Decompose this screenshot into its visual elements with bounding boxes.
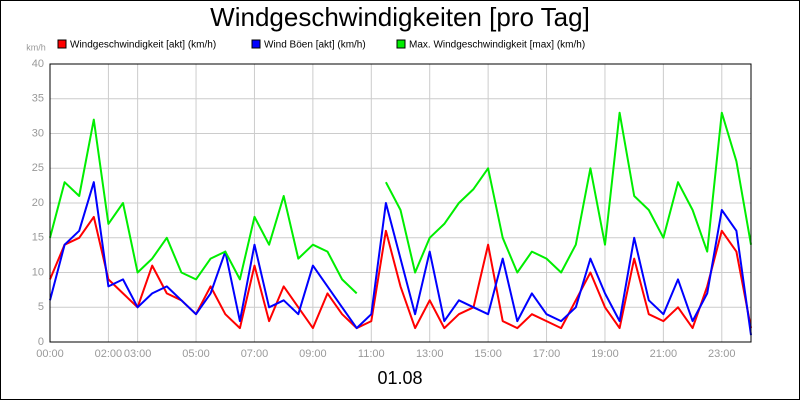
x-tick-label: 09:00 [299,348,327,360]
x-tick-label: 13:00 [416,348,444,360]
x-tick-label: 02:00 [95,348,123,360]
legend-label: Max. Windgeschwindigkeit [max] (km/h) [409,40,585,51]
x-tick-label: 00:00 [36,348,64,360]
y-tick-label: 40 [32,58,44,70]
x-tick-label: 11:00 [358,348,385,360]
x-tick-label: 03:00 [124,348,152,360]
y-tick-label: 5 [38,301,44,313]
y-tick-label: 30 [32,127,44,139]
legend-label: Wind Böen [akt] (km/h) [264,40,366,51]
x-axis-label: 01.08 [377,368,422,388]
x-tick-label: 07:00 [241,348,269,360]
legend-label: Windgeschwindigkeit [akt] (km/h) [70,40,216,51]
y-tick-label: 10 [32,266,44,278]
legend-swatch [396,39,406,49]
data-line [49,215,752,330]
x-tick-label: 19:00 [591,348,619,360]
data-line [49,111,752,295]
x-tick-label: 21:00 [650,348,678,360]
legend-swatch [251,39,261,49]
x-tick-label: 23:00 [708,348,736,360]
y-tick-label: 20 [32,197,44,209]
y-tick-label: 35 [32,93,44,105]
y-unit: km/h [26,42,46,52]
y-tick-label: 0 [38,336,44,348]
x-tick-label: 05:00 [182,348,210,360]
y-tick-label: 25 [32,162,44,174]
x-tick-label: 17:00 [533,348,561,360]
chart-title: Windgeschwindigkeiten [pro Tag] [210,2,590,32]
plot-border [49,63,752,343]
data-line [49,181,752,336]
legend-swatch [57,39,67,49]
y-tick-label: 15 [32,232,44,244]
x-tick-label: 15:00 [474,348,502,360]
